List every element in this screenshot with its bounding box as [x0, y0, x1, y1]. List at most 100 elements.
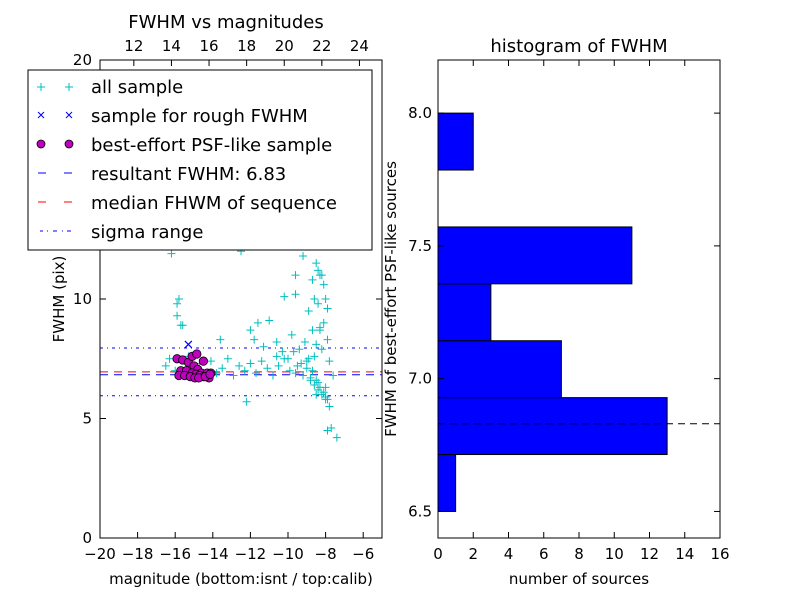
psf-like-point: [205, 369, 215, 379]
all-sample-point: [287, 330, 296, 339]
histogram-bar: [437, 283, 492, 342]
all-sample-point: [308, 275, 317, 284]
legend-entry-sigma: sigma range: [40, 222, 203, 243]
all-sample-point: [272, 338, 281, 347]
all-sample-point: [302, 357, 311, 366]
top-tick-label: 22: [312, 37, 331, 55]
all-sample-point: [268, 371, 277, 380]
all-sample-point: [308, 366, 317, 375]
legend-marker-circle: [36, 139, 46, 149]
legend-label: sample for rough FWHM: [91, 106, 308, 127]
scatter-ylabel: FWHM (pix): [50, 256, 68, 343]
all-sample-point: [295, 345, 304, 354]
all-sample-point: [312, 259, 321, 268]
all-sample-point: [272, 352, 281, 361]
all-sample-point: [308, 326, 317, 335]
all-sample-point: [250, 335, 259, 344]
all-sample-point: [304, 306, 313, 315]
psf-like-point: [192, 349, 202, 359]
all-sample-point: [315, 326, 324, 335]
top-tick-label: 18: [237, 37, 256, 55]
all-sample-point: [329, 371, 338, 380]
all-sample-point: [176, 321, 185, 330]
histogram-bar: [437, 226, 633, 285]
all-sample-point: [300, 338, 309, 347]
legend-box: [27, 69, 373, 251]
all-sample-point: [278, 347, 287, 356]
legend-marker-plus: [37, 83, 73, 91]
all-sample-point: [246, 326, 255, 335]
histogram-bar: [437, 340, 562, 399]
histogram-panel: 0 2 4 6 8 10 12 14 16 6.5 7.0 7.5 8.0 histogram of F…: [382, 36, 730, 588]
all-sample-point: [314, 299, 323, 308]
all-sample-point: [299, 251, 308, 260]
all-sample-point: [317, 345, 326, 354]
x-tick-label: 4: [504, 545, 514, 563]
all-sample-point: [291, 290, 300, 299]
scatter-plot-area: [100, 60, 382, 442]
all-sample-point: [321, 295, 330, 303]
x-tick-label: 16: [710, 545, 729, 563]
all-sample-point: [291, 271, 300, 280]
all-sample-point: [253, 318, 262, 327]
all-sample-point: [259, 342, 268, 351]
all-sample-point: [216, 335, 225, 344]
histogram-bar: [437, 454, 457, 512]
all-sample-point: [280, 292, 289, 301]
all-sample-point: [174, 295, 183, 303]
histogram-title: histogram of FWHM: [490, 36, 667, 57]
histogram-ylabel: FWHM of best-effort PSF-like sources: [382, 161, 400, 437]
all-sample-point: [263, 364, 272, 373]
x-tick-label: 2: [468, 545, 478, 563]
y-tick-label: 8.0: [408, 104, 432, 122]
top-tick-label: 16: [199, 37, 218, 55]
all-sample-point: [167, 249, 176, 258]
y-tick-label: 7.5: [408, 237, 432, 255]
legend-entry-rough-fwhm: sample for rough FWHM: [37, 106, 308, 127]
histogram-ticks: 0 2 4 6 8 10 12 14 16 6.5 7.0 7.5 8.0: [408, 60, 730, 563]
x-tick-label: 8: [574, 545, 584, 563]
legend-entry-psf-like: best-effort PSF-like sample: [36, 135, 332, 156]
top-tick-label: 14: [162, 37, 181, 55]
all-sample-point: [332, 433, 341, 442]
all-sample-point: [315, 383, 324, 392]
all-sample-point: [327, 424, 336, 433]
all-sample-point: [291, 369, 300, 378]
all-sample-point: [229, 371, 238, 380]
x-tick-label: 10: [605, 545, 624, 563]
x-tick-label: −10: [272, 545, 304, 563]
x-tick-label: −20: [84, 545, 116, 563]
x-tick-label: −8: [315, 545, 337, 563]
scatter-ticks: −20 −18 −16 −14 −12 −10 −8 −6 0 5 10 20 12 14 16 18 20 22…: [73, 37, 382, 563]
rough-fwhm-point: [184, 340, 193, 349]
legend-label: median FHWM of sequence: [91, 193, 337, 214]
all-sample-point: [293, 361, 302, 370]
legend-label: resultant FWHM: 6.83: [91, 164, 286, 185]
y-tick-label: 0: [82, 529, 92, 547]
all-sample-point: [240, 366, 249, 375]
all-sample-point: [173, 311, 182, 320]
all-sample-point: [319, 280, 328, 289]
y-tick-label: 7.0: [408, 370, 432, 388]
top-tick-label: 24: [350, 37, 369, 55]
x-tick-label: 12: [640, 545, 659, 563]
all-sample-point: [312, 390, 321, 399]
legend-marker-x: [37, 111, 73, 119]
x-tick-label: −16: [159, 545, 191, 563]
all-sample-point: [206, 357, 215, 366]
all-sample-point: [315, 271, 324, 280]
legend: all sample sample for rough FWHM best-ef…: [27, 69, 373, 251]
x-tick-label: −6: [352, 545, 374, 563]
x-tick-label: 0: [433, 545, 443, 563]
x-tick-label: −14: [197, 545, 229, 563]
all-sample-point: [284, 354, 292, 363]
all-sample-point: [312, 376, 321, 385]
top-tick-label: 12: [124, 37, 143, 55]
all-sample-point: [252, 369, 261, 378]
x-tick-label: −12: [235, 545, 267, 563]
all-sample-point: [302, 364, 311, 373]
all-sample-point: [310, 352, 319, 361]
scatter-panel: −20 −18 −16 −14 −12 −10 −8 −6 0 5 10 20 12 14 16 18 20 22…: [27, 12, 383, 588]
all-sample-point: [325, 402, 334, 411]
